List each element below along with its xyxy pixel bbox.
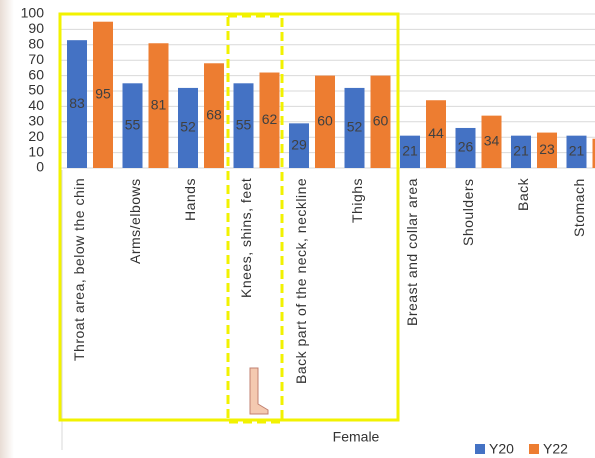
bar bbox=[400, 135, 420, 168]
bar bbox=[592, 138, 595, 168]
y-tick-label: 50 bbox=[28, 82, 44, 98]
x-tick-label: Hands bbox=[182, 178, 198, 221]
bar bbox=[259, 72, 280, 168]
bar bbox=[178, 87, 198, 168]
data-label: 95 bbox=[95, 86, 111, 102]
data-label: 23 bbox=[539, 141, 555, 157]
bar bbox=[455, 127, 476, 168]
y-tick-label: 80 bbox=[28, 36, 44, 52]
y-tick-label: 40 bbox=[28, 97, 44, 113]
bar bbox=[481, 115, 502, 168]
data-label: 60 bbox=[373, 113, 389, 129]
data-label: 55 bbox=[125, 116, 141, 132]
data-label: 52 bbox=[180, 119, 196, 135]
bar bbox=[93, 21, 113, 169]
bar bbox=[289, 123, 309, 168]
y-tick-label: 100 bbox=[21, 5, 45, 21]
x-tick-label: Breast and collar area bbox=[404, 178, 420, 326]
y-tick-label: 90 bbox=[28, 20, 44, 36]
x-axis-title: Female bbox=[333, 429, 380, 445]
data-label: 60 bbox=[317, 113, 333, 129]
background-photo bbox=[0, 0, 14, 458]
data-label: 29 bbox=[291, 136, 307, 152]
bar bbox=[315, 75, 335, 168]
x-tick-label: Stomach bbox=[570, 178, 587, 237]
bar bbox=[148, 43, 169, 169]
data-label: 26 bbox=[458, 139, 474, 155]
bar bbox=[67, 40, 87, 168]
bar bbox=[233, 83, 254, 168]
data-label: 81 bbox=[151, 96, 167, 112]
x-tick-label: Throat area, below the chin bbox=[71, 178, 87, 362]
y-tick-label: 20 bbox=[28, 128, 44, 144]
data-label: 52 bbox=[347, 119, 363, 135]
x-tick-label: Thighs bbox=[348, 178, 365, 224]
data-label: 68 bbox=[206, 106, 222, 122]
y-tick-label: 30 bbox=[28, 113, 44, 129]
x-tick-label: Shoulders bbox=[459, 178, 476, 246]
bar bbox=[537, 132, 557, 168]
data-label: 44 bbox=[428, 125, 444, 141]
bar bbox=[204, 63, 224, 168]
x-tick-label: Arms/elbows bbox=[126, 178, 143, 264]
highlight-box bbox=[58, 12, 400, 422]
data-label: 21 bbox=[569, 143, 585, 159]
y-tick-label: 0 bbox=[36, 159, 44, 175]
x-tick-label: Back bbox=[515, 178, 531, 212]
data-label: 21 bbox=[402, 143, 418, 159]
data-label: 83 bbox=[69, 95, 85, 111]
bar bbox=[511, 135, 531, 168]
bar bbox=[566, 135, 587, 168]
bar bbox=[122, 83, 143, 168]
y-tick-label: 70 bbox=[28, 51, 44, 67]
bar bbox=[370, 75, 391, 168]
data-label: 21 bbox=[513, 143, 529, 159]
highlight-box-dashed bbox=[226, 14, 284, 424]
legend-label: Y22 bbox=[543, 441, 568, 457]
x-tick-label: Knees, shins, feet bbox=[237, 178, 254, 299]
y-tick-label: 60 bbox=[28, 66, 44, 82]
legend-label: Y20 bbox=[489, 441, 514, 457]
data-label: 34 bbox=[484, 133, 500, 149]
leg-icon bbox=[249, 367, 269, 415]
bar bbox=[344, 87, 365, 168]
y-tick-label: 10 bbox=[28, 143, 44, 159]
legend-swatch bbox=[475, 444, 485, 454]
data-label: 62 bbox=[262, 111, 278, 127]
bar bbox=[426, 100, 446, 168]
legend-swatch bbox=[529, 444, 539, 454]
data-label: 55 bbox=[236, 116, 252, 132]
x-tick-label: Back part of the neck, neckline bbox=[293, 178, 309, 385]
